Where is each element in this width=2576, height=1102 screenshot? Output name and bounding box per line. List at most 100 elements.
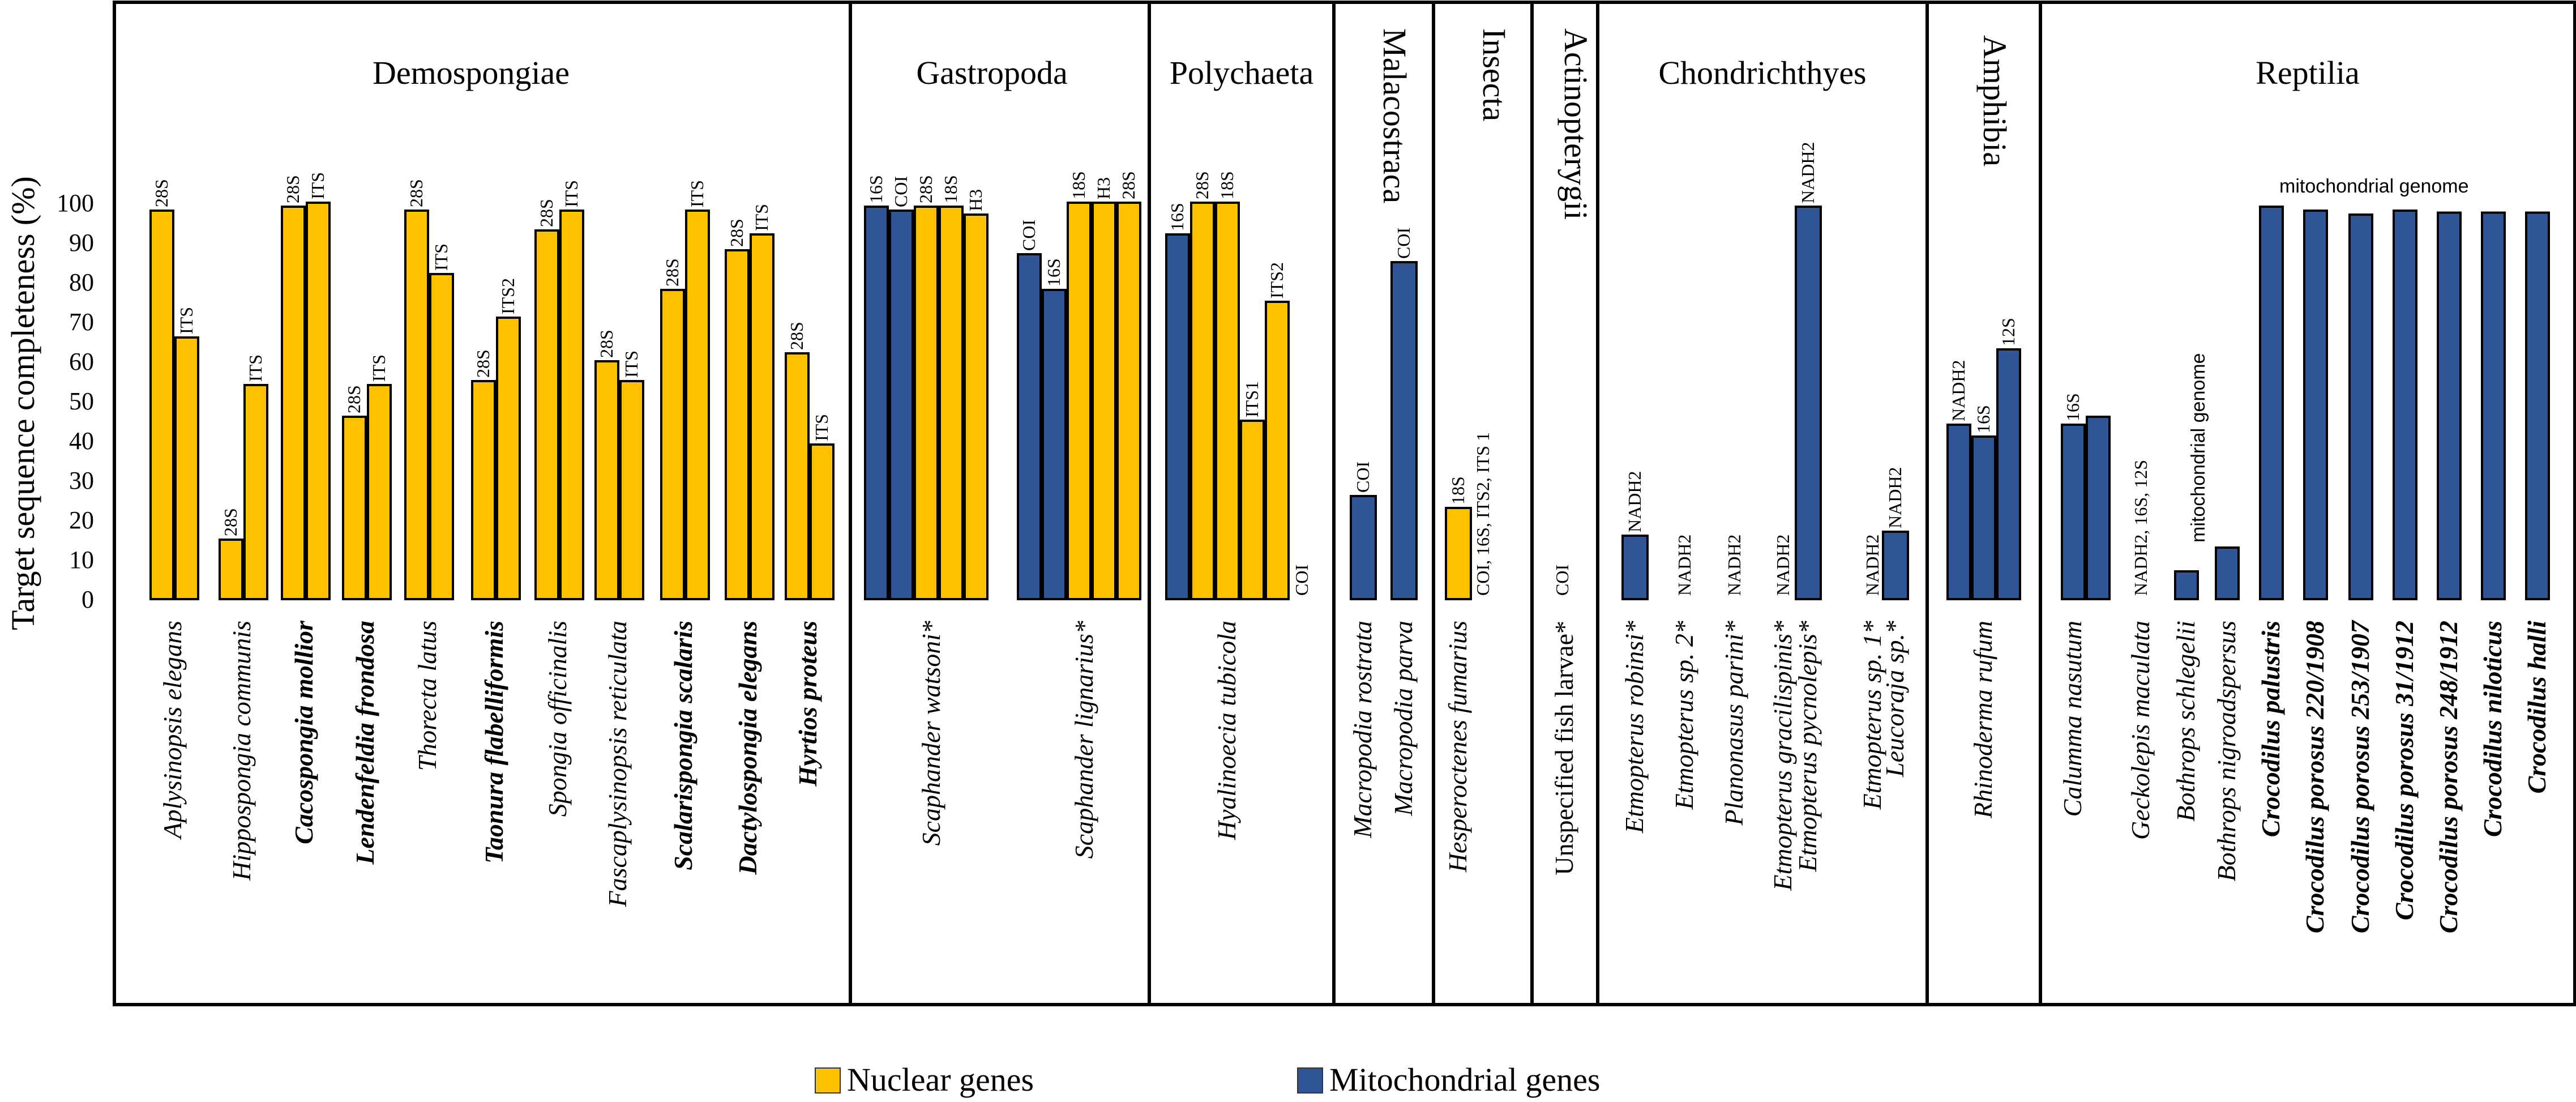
gene-label: H3 <box>1093 177 1114 199</box>
group-label-chondrichthyes: Chondrichthyes <box>1658 54 1866 91</box>
legend-swatch-mito <box>1297 1067 1323 1094</box>
y-tick-label: 30 <box>69 467 94 494</box>
group-label-malacostraca: Malacostraca <box>1376 28 1413 203</box>
bar-Macropodia rostrata-COI <box>1350 495 1377 600</box>
gene-label: NADH2 <box>1674 535 1694 596</box>
bar-Fascaplysinopsis reticulata-28S <box>594 360 619 600</box>
gene-label: 28S <box>726 219 747 247</box>
y-tick-label: 10 <box>69 546 94 574</box>
y-tick-label: 50 <box>69 387 94 415</box>
gene-label: 18S <box>1068 171 1089 199</box>
bar-Scaphander watsoni*-28S <box>914 206 939 600</box>
legend-swatch-nuclear <box>815 1067 841 1094</box>
taxon-label: Crocodilus porosus 31/1912 <box>2390 621 2419 920</box>
taxon-label: Spongia officinalis <box>543 621 572 817</box>
bar-Scaphander watsoni*-COI <box>889 210 914 600</box>
bar-Crocodilus niloticus-genome <box>2481 211 2506 600</box>
gene-label: 16S <box>1973 405 1993 433</box>
gene-label: 28S <box>283 175 303 203</box>
taxon-label: Crocodilus niloticus <box>2478 621 2507 837</box>
gene-label: NADH2, 16S, 12S <box>2130 460 2151 596</box>
taxon-label: Unspecified fish larvae* <box>1550 621 1578 875</box>
gene-label: 16S <box>1043 258 1064 287</box>
bar-Scaphander lignarius*-COI <box>1017 253 1042 600</box>
y-tick-label: 80 <box>69 268 94 296</box>
taxon-label: Etmopterus pycnolepis* <box>1793 621 1822 872</box>
bar-Hyalinoecia tubicola-16S <box>1165 233 1190 600</box>
bar-Hyrtios proteus-28S <box>785 352 810 600</box>
bar-Aplysinopsis elegans-28S <box>149 210 174 600</box>
bar-Lendenfeldia frondosa-ITS <box>367 384 392 600</box>
bar-Hesperoctenes fumarius-18S <box>1445 507 1472 600</box>
taxon-label: Geckolepis maculata <box>2126 621 2155 840</box>
bar-Macropodia parva-COI <box>1390 261 1418 600</box>
gene-label: 28S <box>1192 171 1212 199</box>
gene-label: 28S <box>151 179 172 207</box>
legend: Nuclear genes Mitochondrial genes <box>815 1061 1600 1098</box>
bar-Leucoraja sp.*-NADH2 <box>1882 531 1909 600</box>
bar-Rhinoderma rufum-NADH2 <box>1946 424 1971 600</box>
bar-Dactylospongia elegans-28S <box>725 249 750 600</box>
taxon-label: Bothrops nigroadspersus <box>2212 621 2241 881</box>
gene-label: 28S <box>473 349 493 378</box>
gene-label: 28S <box>344 385 364 413</box>
gene-label: COI <box>1393 228 1414 259</box>
gene-label: NADH2 <box>1862 535 1882 596</box>
gene-label: 28S <box>915 175 936 203</box>
taxon-label: Bothrops schlegelii <box>2171 621 2200 822</box>
y-tick-label: 100 <box>57 189 94 217</box>
taxon-label: Crocodilus palustris <box>2256 621 2285 837</box>
gene-label: 28S <box>1118 171 1139 199</box>
legend-label-mito: Mitochondrial genes <box>1329 1061 1600 1098</box>
bar-Taonura flabelliformis-ITS2 <box>496 317 521 600</box>
gene-label: 28S <box>786 322 807 350</box>
taxon-label: Macropodia parva <box>1389 621 1418 817</box>
group-label-insecta: Insecta <box>1476 28 1513 121</box>
group-label-polychaeta: Polychaeta <box>1170 54 1313 91</box>
group-label-amphibia: Amphibia <box>1976 35 2013 166</box>
gene-label: ITS <box>176 307 196 334</box>
taxon-label: Hesperoctenes fumarius <box>1443 621 1472 873</box>
taxon-label: Planonasus parini* <box>1719 621 1748 826</box>
taxon-label: Leucoraja sp.* <box>1880 621 1909 778</box>
taxon-label: Crocodilus porosus 220/1908 <box>2300 621 2329 933</box>
gene-label: 18S <box>940 175 961 203</box>
taxon-label: Hyrtios proteus <box>793 621 822 787</box>
gene-label: COI <box>1552 565 1572 596</box>
gene-label: 28S <box>406 179 426 207</box>
gene-label: 16S <box>1167 203 1187 231</box>
bar-Crocodilus porosus 220/1908-genome <box>2303 210 2328 600</box>
gene-label: COI <box>1019 220 1039 251</box>
gene-label: ITS <box>621 351 641 378</box>
gene-label: ITS <box>561 180 581 207</box>
group-panels <box>113 1 2576 1006</box>
taxon-label: Etmopterus gracilispinis* <box>1768 621 1797 891</box>
y-tick-label: 20 <box>69 506 94 534</box>
bar-Scalarispongia scalaris-28S <box>660 289 685 600</box>
bar-Calumma nasutum-genome <box>2086 416 2111 600</box>
taxon-label: Calumma nasutum <box>2058 621 2087 817</box>
bar-Thorecta latus-ITS <box>429 273 454 600</box>
bar-Spongia officinalis-ITS <box>559 210 584 600</box>
gene-label: 28S <box>220 508 241 536</box>
gene-label: 28S <box>662 258 682 287</box>
taxon-label: Scalarispongia scalaris <box>669 621 698 870</box>
legend-label-nuclear: Nuclear genes <box>847 1061 1034 1098</box>
bar-Hyalinoecia tubicola-18S <box>1215 202 1240 600</box>
bar-Crocodilus porosus 31/1912-genome <box>2393 210 2417 600</box>
group-panel-reptilia <box>2039 1 2576 1006</box>
taxon-label: Macropodia rostrata <box>1348 621 1377 839</box>
y-axis-ticks: 0 10 20 30 40 50 60 70 80 90 100 <box>57 189 94 613</box>
bar-Scaphander lignarius*-16S <box>1042 289 1067 600</box>
taxon-label: Dactylospongia elegans <box>733 621 762 875</box>
bar-Scaphander watsoni*-16S <box>864 206 889 600</box>
annotations: mitochondrial genome mitochondrial genom… <box>2188 176 2469 543</box>
bar-Taonura flabelliformis-28S <box>471 380 496 600</box>
group-panel-chondrichthyes <box>1596 1 1929 1006</box>
group-label-demospongiae: Demospongiae <box>373 54 570 91</box>
bar-Scaphander lignarius*-18S <box>1067 202 1092 600</box>
taxon-label: Etmopterus sp. 2* <box>1670 621 1698 810</box>
gene-label: ITS <box>811 414 832 441</box>
gene-label: ITS <box>245 354 266 382</box>
